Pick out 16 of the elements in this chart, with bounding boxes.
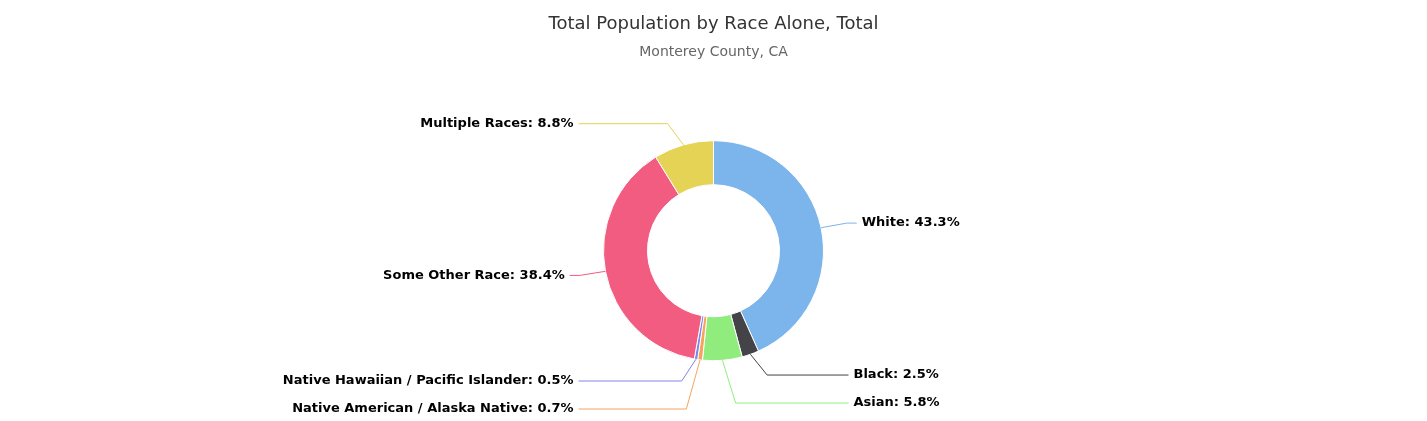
data-label: : 0.5% bbox=[527, 372, 574, 388]
slice-label: Some Other Race bbox=[383, 266, 511, 282]
slice-label: White bbox=[861, 214, 906, 230]
slice-label: Asian bbox=[853, 394, 894, 410]
data-label: : 2.5% bbox=[892, 366, 939, 382]
slice-label: Native American / Alaska Native bbox=[292, 400, 528, 416]
data-label: : 5.8% bbox=[893, 394, 940, 410]
data-label: : 43.3% bbox=[904, 214, 960, 230]
chart-subtitle: Monterey County, CA bbox=[639, 42, 789, 59]
data-label: : 8.8% bbox=[527, 115, 574, 131]
slice-label: Multiple Races bbox=[420, 115, 528, 131]
slice-label: Black bbox=[853, 366, 894, 382]
slice-label: Native Hawaiian / Pacific Islander bbox=[282, 372, 529, 388]
data-label: : 38.4% bbox=[509, 266, 565, 282]
chart-title: Total Population by Race Alone, Total bbox=[547, 12, 879, 34]
data-label: : 0.7% bbox=[527, 400, 574, 416]
